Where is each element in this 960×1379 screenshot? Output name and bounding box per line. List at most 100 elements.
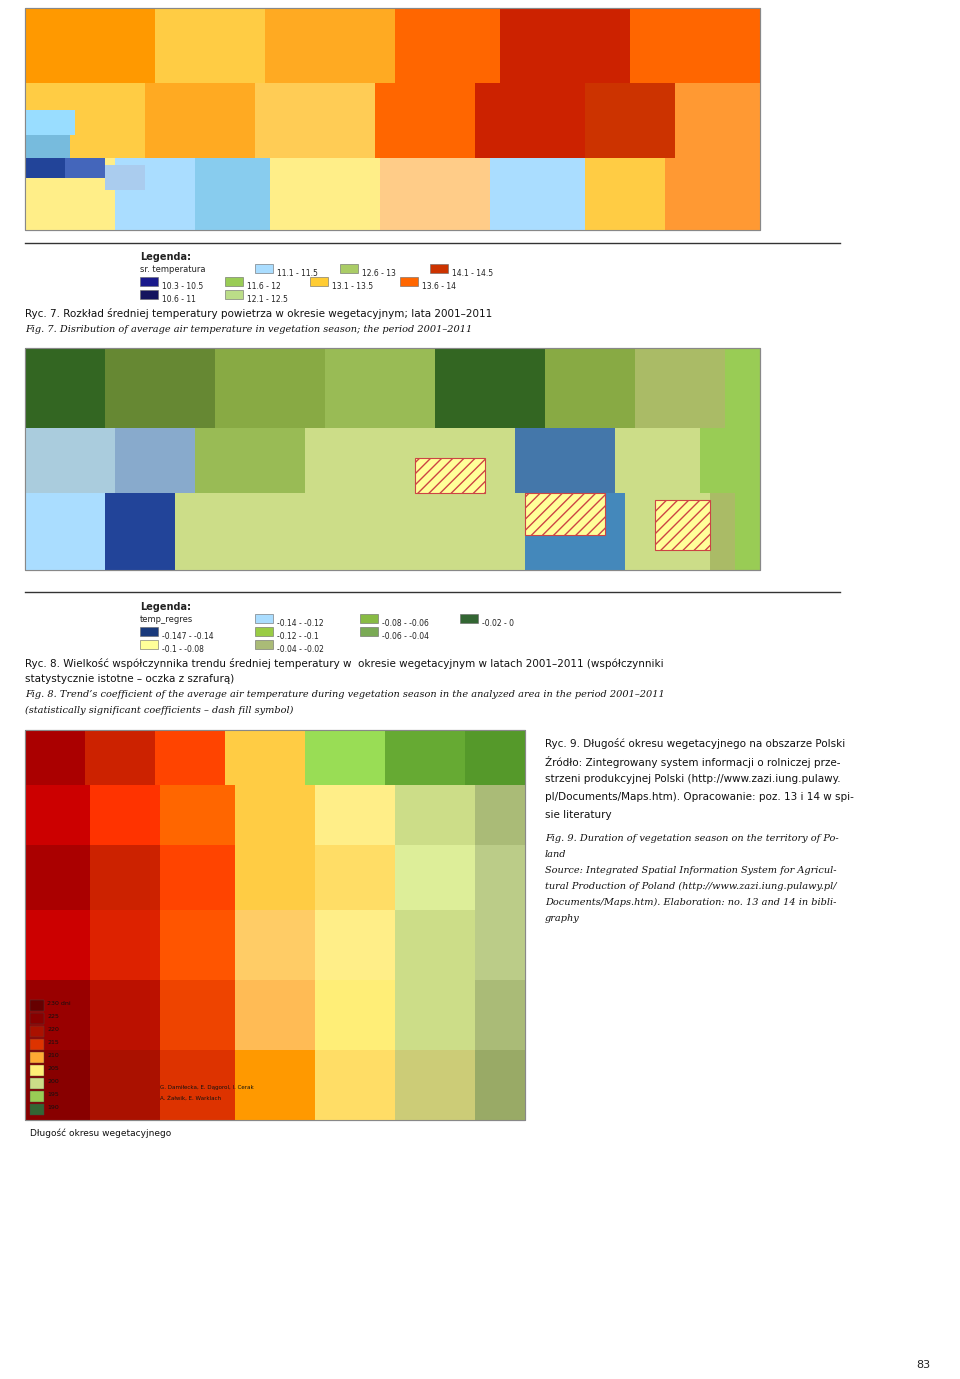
- Text: Fig. 8. Trend’s coefficient of the average air temperature during vegetation sea: Fig. 8. Trend’s coefficient of the avera…: [25, 690, 664, 699]
- Bar: [545, 348, 635, 427]
- Text: Ryc. 9. Długość okresu wegetacyjnego na obszarze Polski: Ryc. 9. Długość okresu wegetacyjnego na …: [545, 738, 845, 749]
- Bar: [140, 277, 158, 285]
- Bar: [490, 159, 585, 230]
- Bar: [235, 1049, 315, 1120]
- Bar: [140, 290, 158, 299]
- Text: -0.14 - -0.12: -0.14 - -0.12: [277, 619, 324, 627]
- Bar: [140, 640, 158, 650]
- Text: statystycznie istotne – oczka z szrafurą): statystycznie istotne – oczka z szrafurą…: [25, 674, 234, 684]
- Bar: [25, 348, 760, 570]
- Bar: [635, 348, 725, 427]
- Text: Fig. 7. Disribution of average air temperature in vegetation season; the period : Fig. 7. Disribution of average air tempe…: [25, 325, 472, 334]
- Bar: [655, 501, 710, 550]
- Text: Documents/Maps.htm). Elaboration: no. 13 and 14 in bibli-: Documents/Maps.htm). Elaboration: no. 13…: [545, 898, 836, 907]
- Bar: [155, 729, 225, 785]
- Bar: [255, 614, 273, 623]
- Bar: [400, 277, 418, 285]
- Bar: [160, 785, 235, 845]
- Text: sr. temperatura: sr. temperatura: [140, 265, 205, 274]
- Text: strzeni produkcyjnej Polski (http://www.zazi.iung.pulawy.: strzeni produkcyjnej Polski (http://www.…: [545, 774, 841, 785]
- Bar: [395, 910, 475, 980]
- Bar: [380, 159, 490, 230]
- Bar: [225, 729, 305, 785]
- Bar: [140, 627, 158, 636]
- Bar: [360, 627, 378, 636]
- Bar: [360, 614, 378, 623]
- Bar: [25, 729, 525, 1120]
- Bar: [30, 1014, 44, 1025]
- Bar: [195, 427, 305, 494]
- Text: Ryc. 7. Rozkład średniej temperatury powietrza w okresie wegetacyjnym; lata 2001: Ryc. 7. Rozkład średniej temperatury pow…: [25, 308, 492, 319]
- Bar: [215, 348, 325, 427]
- Text: 83: 83: [916, 1360, 930, 1369]
- Bar: [460, 614, 478, 623]
- Bar: [25, 8, 760, 230]
- Bar: [25, 159, 115, 230]
- Bar: [475, 1049, 525, 1120]
- Text: Source: Integrated Spatial Information System for Agricul-: Source: Integrated Spatial Information S…: [545, 866, 836, 876]
- Bar: [25, 427, 115, 494]
- Bar: [415, 458, 485, 494]
- Text: -0.04 - -0.02: -0.04 - -0.02: [277, 645, 324, 654]
- Text: 14.1 - 14.5: 14.1 - 14.5: [452, 269, 493, 279]
- Bar: [315, 785, 395, 845]
- Bar: [85, 729, 155, 785]
- Bar: [270, 159, 380, 230]
- Bar: [195, 159, 270, 230]
- Bar: [310, 277, 328, 285]
- Bar: [250, 494, 335, 570]
- Bar: [315, 910, 395, 980]
- Bar: [160, 845, 235, 910]
- Bar: [25, 845, 90, 910]
- Bar: [25, 159, 65, 178]
- Bar: [340, 263, 358, 273]
- Text: A. Żałwik, E. Warklach: A. Żałwik, E. Warklach: [160, 1098, 221, 1102]
- Text: 220: 220: [47, 1027, 59, 1031]
- Text: 190: 190: [47, 1105, 59, 1110]
- Bar: [305, 729, 385, 785]
- Bar: [90, 1049, 160, 1120]
- Text: 210: 210: [47, 1054, 59, 1058]
- Bar: [155, 8, 265, 83]
- Bar: [25, 494, 105, 570]
- Bar: [475, 980, 525, 1049]
- Text: graphy: graphy: [545, 914, 580, 923]
- Text: 11.6 - 12: 11.6 - 12: [247, 281, 280, 291]
- Bar: [525, 494, 625, 570]
- Text: -0.1 - -0.08: -0.1 - -0.08: [162, 645, 204, 654]
- Text: (statistically significant coefficients – dash fill symbol): (statistically significant coefficients …: [25, 706, 294, 716]
- Bar: [235, 845, 315, 910]
- Bar: [175, 494, 250, 570]
- Bar: [105, 494, 175, 570]
- Text: tural Production of Poland (http://www.zazi.iung.pulawy.pl/: tural Production of Poland (http://www.z…: [545, 883, 836, 891]
- Bar: [665, 159, 760, 230]
- Bar: [30, 1026, 44, 1037]
- Text: 13.6 - 14: 13.6 - 14: [422, 281, 456, 291]
- Bar: [25, 1049, 90, 1120]
- Text: -0.02 - 0: -0.02 - 0: [482, 619, 514, 627]
- Bar: [235, 785, 315, 845]
- Bar: [25, 910, 90, 980]
- Bar: [515, 427, 615, 494]
- Text: 12.1 - 12.5: 12.1 - 12.5: [247, 295, 288, 303]
- Bar: [585, 159, 665, 230]
- Text: pl/Documents/Maps.htm). Opracowanie: poz. 13 i 14 w spi-: pl/Documents/Maps.htm). Opracowanie: poz…: [545, 792, 853, 803]
- Bar: [335, 494, 425, 570]
- Bar: [65, 159, 105, 178]
- Bar: [710, 494, 735, 570]
- Bar: [325, 348, 435, 427]
- Text: land: land: [545, 849, 566, 859]
- Bar: [435, 348, 545, 427]
- Text: -0.08 - -0.06: -0.08 - -0.06: [382, 619, 429, 627]
- Bar: [475, 83, 585, 159]
- Bar: [425, 494, 525, 570]
- Text: 10.3 - 10.5: 10.3 - 10.5: [162, 281, 204, 291]
- Text: 230 dni: 230 dni: [47, 1001, 71, 1007]
- Text: -0.12 - -0.1: -0.12 - -0.1: [277, 632, 319, 641]
- Bar: [115, 427, 195, 494]
- Text: Fig. 9. Duration of vegetation season on the territory of Po-: Fig. 9. Duration of vegetation season on…: [545, 834, 839, 843]
- Bar: [145, 83, 255, 159]
- Bar: [25, 135, 70, 160]
- Bar: [675, 83, 760, 159]
- Text: -0.147 - -0.14: -0.147 - -0.14: [162, 632, 214, 641]
